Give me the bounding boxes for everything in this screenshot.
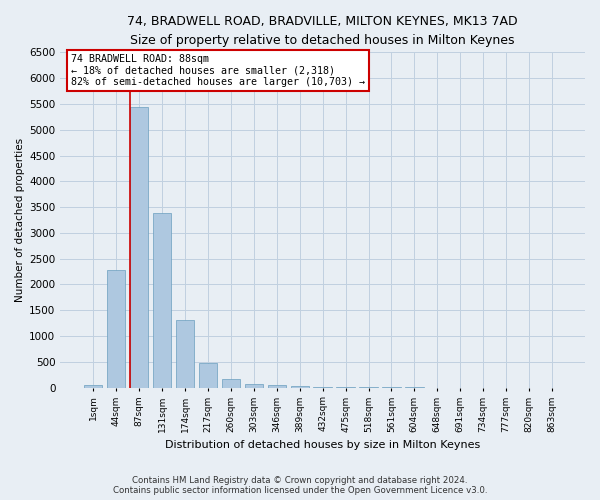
Bar — [84, 384, 103, 388]
Text: 74 BRADWELL ROAD: 88sqm
← 18% of detached houses are smaller (2,318)
82% of semi: 74 BRADWELL ROAD: 88sqm ← 18% of detache… — [71, 54, 365, 87]
Bar — [290, 386, 309, 388]
Bar — [130, 106, 148, 388]
Bar — [313, 387, 332, 388]
Bar — [199, 363, 217, 388]
Bar — [268, 385, 286, 388]
Bar — [107, 270, 125, 388]
Bar — [337, 387, 355, 388]
Text: Contains HM Land Registry data © Crown copyright and database right 2024.
Contai: Contains HM Land Registry data © Crown c… — [113, 476, 487, 495]
X-axis label: Distribution of detached houses by size in Milton Keynes: Distribution of detached houses by size … — [165, 440, 480, 450]
Bar — [153, 214, 171, 388]
Bar — [222, 380, 240, 388]
Bar — [245, 384, 263, 388]
Title: 74, BRADWELL ROAD, BRADVILLE, MILTON KEYNES, MK13 7AD
Size of property relative : 74, BRADWELL ROAD, BRADVILLE, MILTON KEY… — [127, 15, 518, 47]
Bar — [176, 320, 194, 388]
Y-axis label: Number of detached properties: Number of detached properties — [15, 138, 25, 302]
